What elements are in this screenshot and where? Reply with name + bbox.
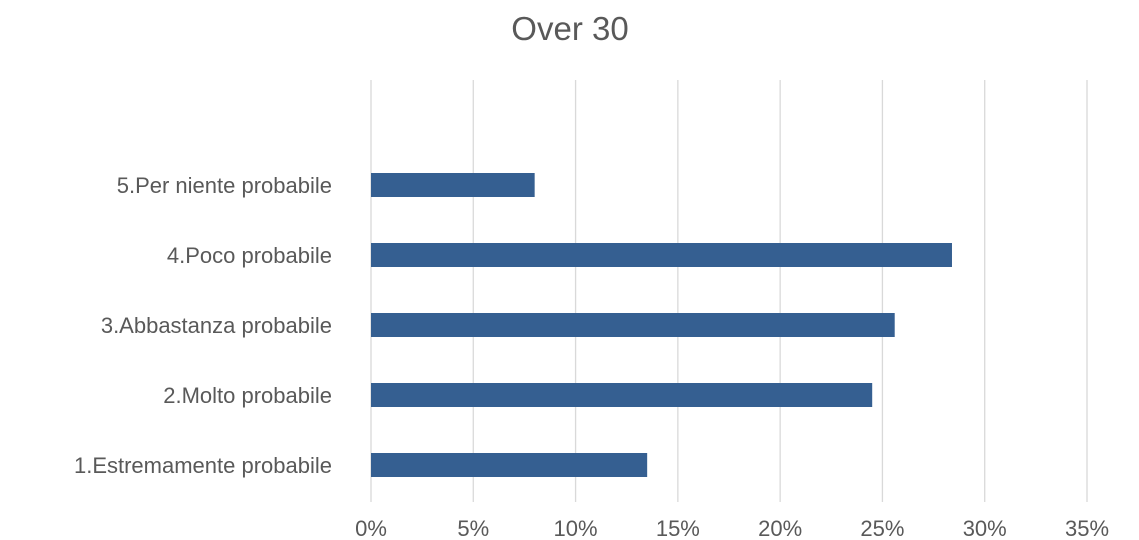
bar — [371, 453, 648, 477]
bar — [371, 383, 873, 407]
category-label: 1.Estremamente probabile — [74, 453, 332, 478]
gridlines — [370, 80, 1088, 502]
bar — [371, 173, 535, 197]
x-axis-tick-labels: 0% 5% 10% 15% 20% 25% 30% 35% — [355, 516, 1109, 540]
x-tick-label: 15% — [656, 516, 700, 540]
x-tick-label: 0% — [355, 516, 387, 540]
x-tick-label: 10% — [554, 516, 598, 540]
x-tick-label: 20% — [758, 516, 802, 540]
category-label: 3.Abbastanza probabile — [101, 313, 332, 338]
category-labels: 5.Per niente probabile 4.Poco probabile 3.… — [74, 173, 332, 478]
x-tick-label: 25% — [860, 516, 904, 540]
x-tick-label: 30% — [963, 516, 1007, 540]
chart-title: Over 30 — [511, 10, 628, 47]
category-label: 2.Molto probabile — [163, 383, 332, 408]
x-tick-label: 5% — [457, 516, 489, 540]
bars — [371, 173, 952, 477]
x-tick-label: 35% — [1065, 516, 1109, 540]
category-label: 5.Per niente probabile — [117, 173, 332, 198]
category-label: 4.Poco probabile — [167, 243, 332, 268]
bar — [371, 313, 895, 337]
bar — [371, 243, 952, 267]
